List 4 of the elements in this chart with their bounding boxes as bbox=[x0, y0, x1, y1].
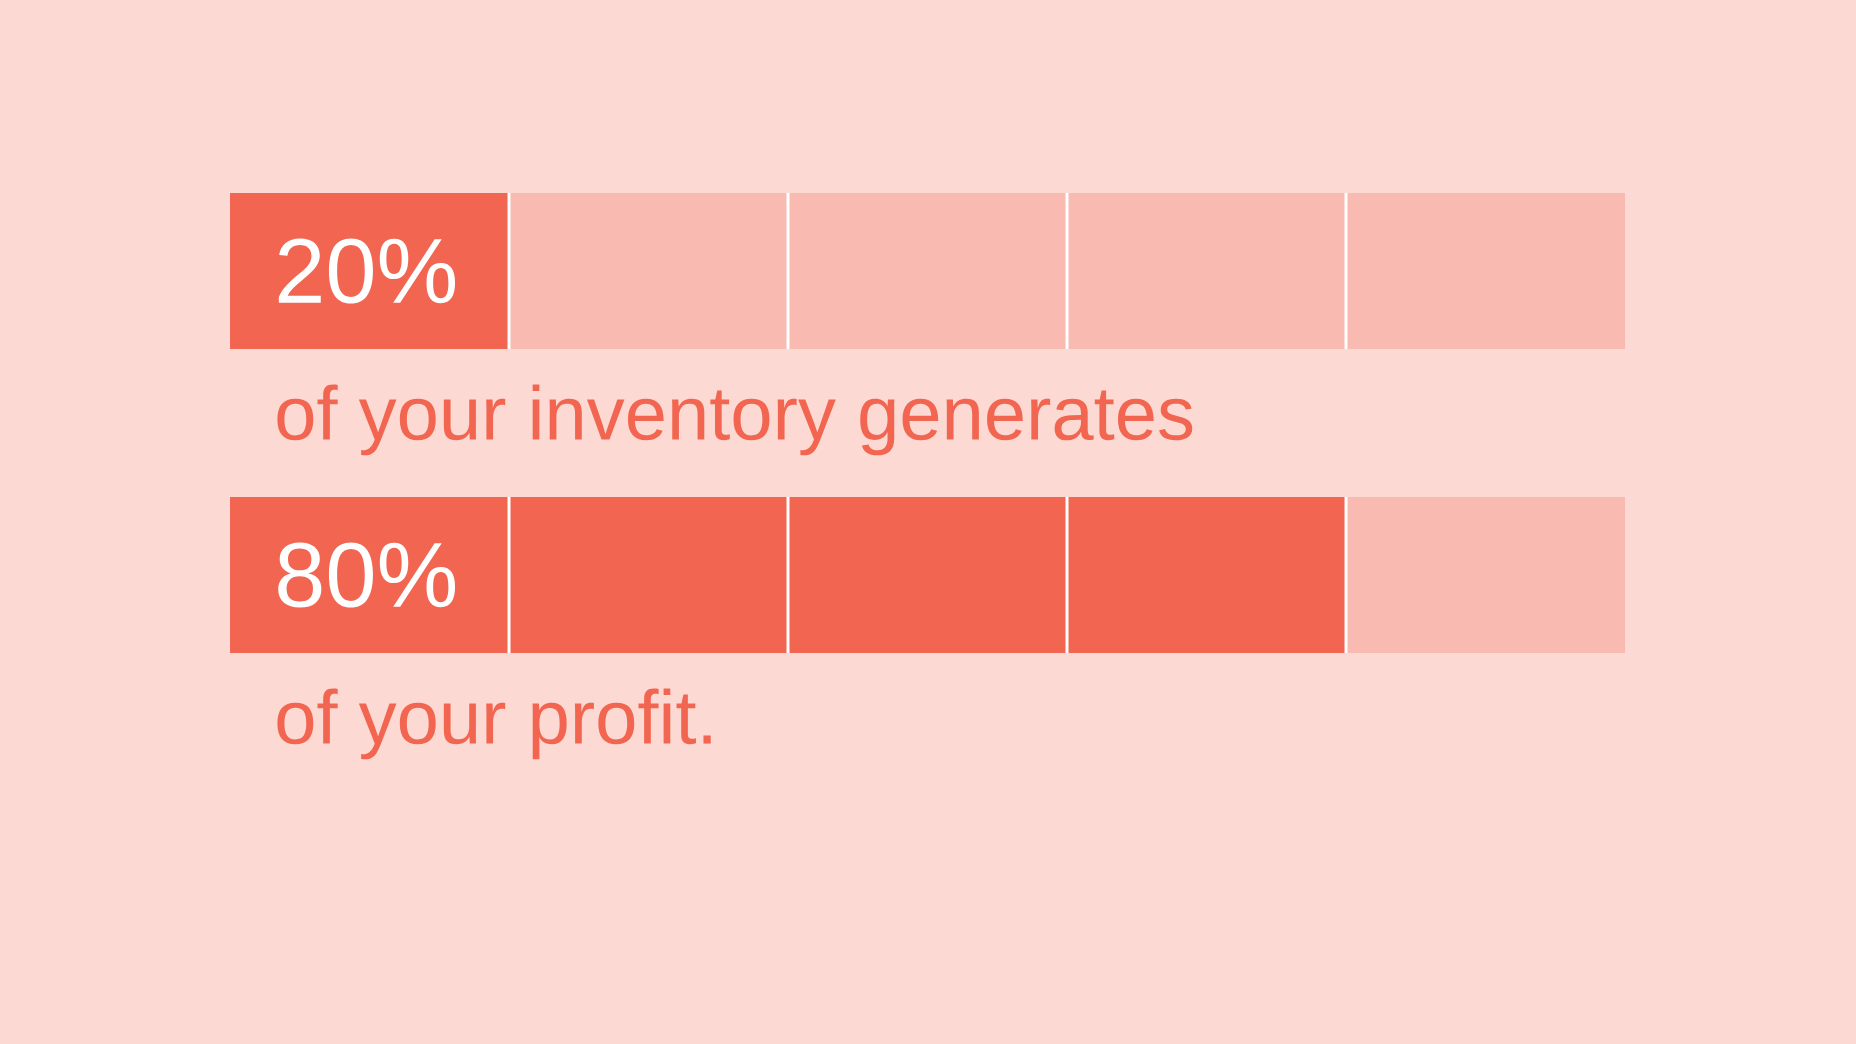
y-tick-label: of your inventory generates bbox=[277, 384, 1193, 456]
data-label: 80% bbox=[278, 542, 456, 608]
y-tick-label: of your profit. bbox=[277, 688, 711, 760]
data-label: 20% bbox=[278, 238, 456, 304]
